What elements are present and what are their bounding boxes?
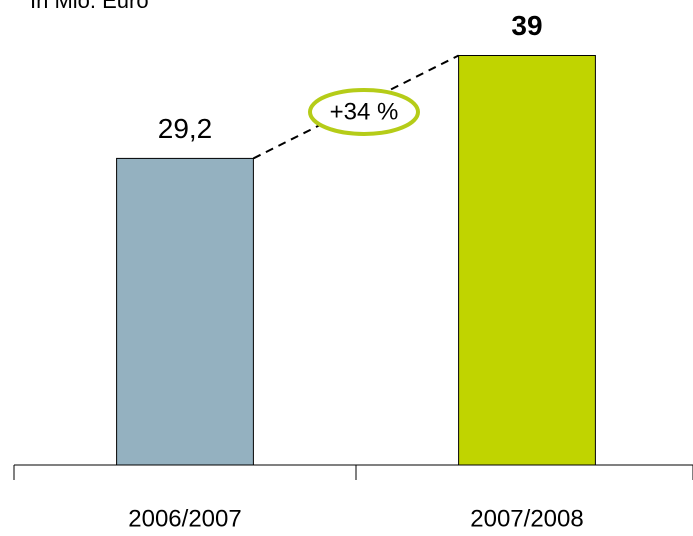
chart-subtitle: In Mio. Euro xyxy=(30,0,149,13)
x-tick-label: 2007/2008 xyxy=(470,505,583,532)
x-tick-label: 2006/2007 xyxy=(128,505,241,532)
growth-annotation: +34 % xyxy=(330,98,399,125)
value-label: 39 xyxy=(511,10,542,41)
bar xyxy=(458,55,596,466)
value-label: 29,2 xyxy=(158,113,213,144)
growth-ellipse xyxy=(308,87,420,136)
bar xyxy=(116,157,254,466)
